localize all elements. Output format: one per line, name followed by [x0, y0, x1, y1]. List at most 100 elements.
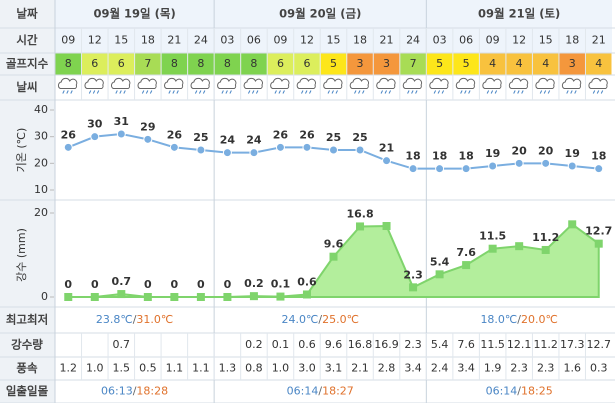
rain-amount: 16.8: [348, 338, 373, 351]
time-label: 24: [194, 34, 208, 47]
rain-point: [594, 239, 603, 248]
temp-point: [541, 158, 551, 168]
rain-drop: [301, 90, 304, 94]
time-label: 15: [114, 34, 128, 47]
time-label: 12: [512, 34, 526, 47]
time-label: 12: [300, 34, 314, 47]
rain-amount: 2.3: [404, 338, 422, 351]
rain-amount: 12.7: [586, 338, 611, 351]
rain-label: 11.5: [479, 230, 506, 243]
rain-amount: 0.6: [298, 338, 316, 351]
rain-drop: [468, 90, 471, 94]
golf-value: 6: [91, 57, 98, 70]
rain-drop: [96, 90, 100, 94]
temp-label: 26: [167, 128, 183, 141]
rain-drop: [251, 90, 255, 94]
golf-value: 7: [410, 57, 417, 70]
golf-cell: [559, 53, 585, 75]
golf-value: 3: [357, 57, 364, 70]
cloud: [57, 77, 78, 89]
temp-point: [567, 161, 577, 171]
day-label: 09월 20일 (금): [279, 7, 361, 21]
separator: /: [318, 313, 322, 326]
wind-speed: 1.2: [60, 362, 78, 375]
rain-drop: [574, 90, 577, 94]
cloud: [270, 77, 290, 89]
rain-drop: [225, 90, 228, 94]
time-label: 15: [539, 34, 553, 47]
rain-label: 0: [144, 278, 152, 291]
rain-label: 9.6: [324, 238, 344, 251]
temp-point: [249, 148, 259, 158]
wind-speed: 3.1: [325, 362, 343, 375]
temp-label: 25: [326, 131, 341, 144]
rain-drop: [433, 90, 437, 94]
golf-value: 7: [144, 57, 151, 70]
wind-speed: 2.8: [378, 362, 396, 375]
separator: /: [318, 385, 322, 398]
rain-drop: [600, 90, 604, 94]
golf-value: 4: [489, 57, 496, 70]
rain-amount: 9.6: [325, 338, 343, 351]
row-label: 강수량: [11, 338, 43, 352]
golf-cell: [479, 53, 506, 75]
rain-drop: [362, 90, 365, 94]
wind-speed: 0.3: [590, 362, 608, 375]
cloud: [323, 77, 343, 89]
temp-label: 24: [246, 134, 262, 147]
sunrise: 06:14: [486, 385, 518, 398]
golf-value: 5: [330, 57, 337, 70]
rain-drop: [547, 90, 551, 94]
rain-drop: [92, 90, 96, 94]
temp-point: [435, 164, 445, 174]
weather-icon: [455, 77, 476, 94]
temp-point: [116, 129, 126, 139]
cloud: [482, 77, 502, 89]
wind-speed: 2.3: [510, 362, 528, 375]
row-label: 골프지수: [6, 57, 49, 71]
rain-amount: 12.1: [507, 338, 532, 351]
rain-label: 12.7: [585, 225, 612, 238]
rain-drop: [141, 90, 145, 94]
y-tick-label: 10: [34, 183, 48, 196]
temp-label: 29: [140, 120, 155, 133]
temp-point: [514, 158, 524, 168]
time-label: 06: [247, 34, 261, 47]
sunset: 18:28: [136, 385, 168, 398]
rain-drop: [145, 90, 149, 94]
rain-drop: [570, 90, 573, 94]
sunrise: 06:13: [101, 385, 133, 398]
golf-cell: [55, 53, 82, 75]
rain-amount: 16.9: [374, 338, 399, 351]
rain-label: 0: [171, 278, 179, 291]
min-max: 24.0℃/25.0℃: [282, 313, 359, 326]
row-label: 날짜: [16, 7, 38, 21]
golf-value: 8: [171, 57, 178, 70]
wind-speed: 1.3: [219, 362, 237, 375]
max-temp: 31.0℃: [136, 313, 173, 326]
golf-value: 6: [303, 57, 310, 70]
cloud: [296, 77, 316, 89]
rain-label: 2.3: [403, 268, 423, 281]
rain-drop: [202, 90, 206, 94]
golf-cell: [161, 53, 188, 75]
golf-cell: [506, 53, 532, 75]
time-label: 06: [459, 34, 473, 47]
rain-drop: [119, 90, 122, 94]
cloud: [84, 77, 104, 89]
rain-drop: [247, 90, 251, 94]
golf-value: 8: [65, 57, 72, 70]
temp-point: [196, 145, 206, 155]
temp-point: [408, 164, 418, 174]
rain-drop: [70, 90, 73, 94]
rain-drop: [596, 90, 600, 94]
rain-drop: [62, 90, 65, 94]
sun-times: 06:14/18:27: [287, 385, 354, 398]
temp-point: [355, 145, 365, 155]
y-tick-label: 20: [34, 156, 48, 169]
temp-point: [63, 142, 73, 152]
rain-drop: [380, 90, 383, 94]
weather-icon: [376, 77, 396, 94]
cloud: [376, 77, 396, 89]
